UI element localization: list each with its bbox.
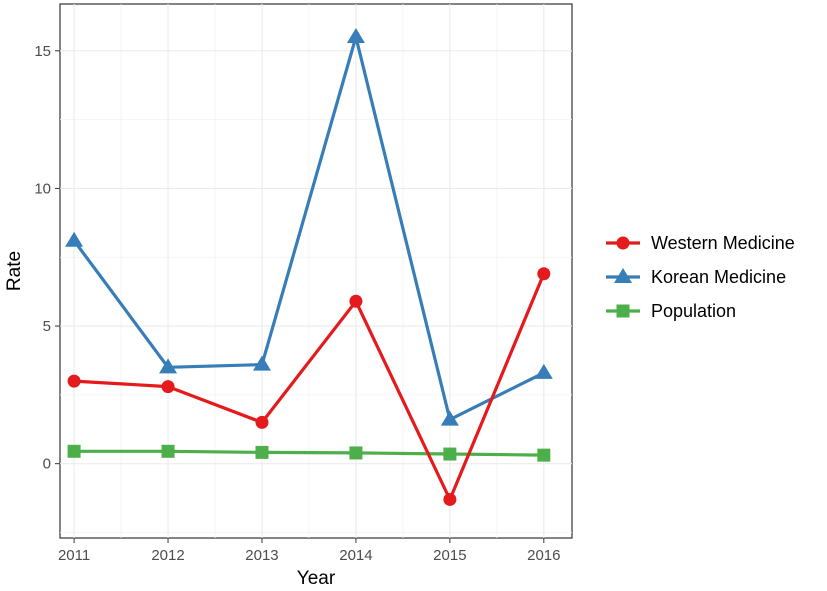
data-point-korean-medicine bbox=[534, 363, 553, 379]
data-point-population bbox=[161, 444, 175, 458]
data-point-population bbox=[443, 447, 457, 461]
series-line-western-medicine bbox=[72, 272, 546, 502]
data-point-western-medicine bbox=[537, 267, 551, 281]
y-tick-label: 10 bbox=[34, 180, 51, 197]
legend-key-marker-korean-medicine bbox=[614, 268, 632, 283]
series-line-population bbox=[72, 449, 546, 457]
data-point-western-medicine bbox=[349, 294, 363, 308]
plot-panel bbox=[59, 3, 573, 539]
data-point-population bbox=[349, 446, 363, 460]
x-tick-label: 2015 bbox=[433, 547, 466, 564]
data-point-population bbox=[67, 444, 81, 458]
y-axis-title: Rate bbox=[4, 251, 25, 291]
x-tick-label: 2013 bbox=[245, 547, 278, 564]
data-point-korean-medicine bbox=[252, 355, 271, 371]
data-point-korean-medicine bbox=[65, 231, 84, 247]
legend-key-marker-population bbox=[616, 304, 630, 318]
data-point-korean-medicine bbox=[440, 410, 459, 426]
legend-label-western-medicine: Western Medicine bbox=[651, 233, 795, 253]
x-tick-label: 2014 bbox=[339, 547, 372, 564]
data-point-western-medicine bbox=[255, 415, 269, 429]
data-point-population bbox=[537, 448, 551, 462]
data-point-western-medicine bbox=[161, 380, 175, 394]
data-point-korean-medicine bbox=[346, 28, 365, 44]
x-axis-title: Year bbox=[297, 568, 336, 589]
legend: Western Medicine Korean Medicine Populatio… bbox=[606, 233, 795, 321]
y-tick-label: 5 bbox=[43, 318, 51, 335]
y-tick-label: 15 bbox=[34, 43, 51, 60]
series-line-korean-medicine bbox=[72, 35, 546, 422]
legend-key-marker-western-medicine bbox=[616, 236, 630, 250]
legend-label-korean-medicine: Korean Medicine bbox=[651, 267, 786, 287]
axis-layer: 2011 2012 2013 2014 2015 2016 0 5 10 15 bbox=[34, 43, 560, 564]
legend-label-population: Population bbox=[651, 301, 736, 321]
y-tick-label: 0 bbox=[43, 456, 51, 473]
x-tick-label: 2012 bbox=[151, 547, 184, 564]
x-tick-label: 2016 bbox=[527, 547, 560, 564]
series-layer bbox=[65, 28, 553, 506]
data-point-korean-medicine bbox=[159, 358, 178, 374]
x-tick-label: 2011 bbox=[58, 547, 90, 564]
data-point-western-medicine bbox=[67, 374, 81, 388]
data-point-population bbox=[255, 445, 269, 459]
data-point-western-medicine bbox=[443, 492, 457, 506]
